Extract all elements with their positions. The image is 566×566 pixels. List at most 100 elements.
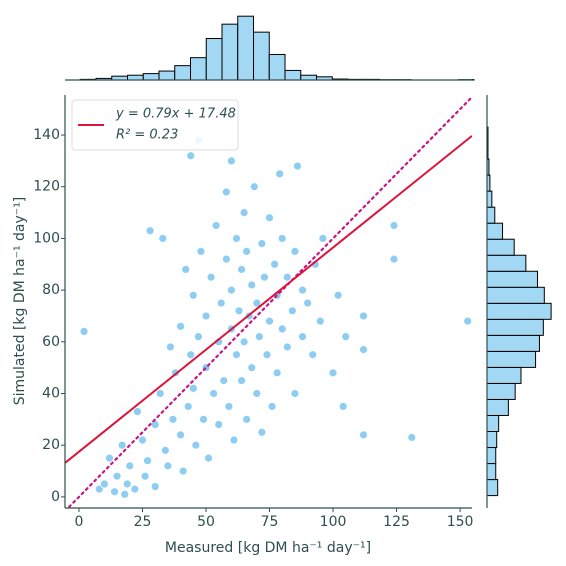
- scatter-point: [201, 311, 211, 321]
- right-hist-bar: [486, 463, 497, 481]
- scatter-point: [341, 332, 351, 342]
- top-hist-bar: [237, 15, 255, 81]
- scatter-point: [298, 285, 307, 295]
- scatter-point: [303, 298, 313, 308]
- scatter-point: [227, 285, 236, 295]
- scatter-point: [242, 246, 252, 256]
- scatter-point: [125, 461, 135, 471]
- scatter-point: [265, 213, 274, 223]
- right-hist-bar: [486, 447, 497, 465]
- x-axis-label: Measured [kg DM ha⁻¹ day⁻¹]: [165, 540, 371, 556]
- scatter-point: [315, 316, 325, 326]
- fit-line: [65, 135, 472, 464]
- scatter-point: [272, 368, 282, 378]
- scatter-point: [196, 246, 206, 256]
- legend-label: R² = 0.23: [116, 128, 178, 143]
- legend-label: y = 0.79x + 17.48: [115, 107, 236, 122]
- x-tick-label: 150: [447, 514, 474, 530]
- right-hist-bar: [486, 286, 545, 304]
- scatter-point: [163, 461, 173, 471]
- right-hist-bar: [486, 479, 499, 497]
- scatter-point: [140, 471, 150, 481]
- scatter-point: [143, 456, 152, 466]
- y-tick-label: 60: [42, 334, 60, 350]
- scatter-point: [407, 433, 417, 442]
- x-tick-label: 25: [134, 514, 152, 530]
- scatter-point: [247, 280, 257, 290]
- scatter-point: [158, 234, 168, 243]
- scatter-point: [267, 402, 277, 411]
- top-hist-bar: [205, 38, 223, 81]
- scatter-point: [257, 239, 267, 249]
- scatter-point: [145, 226, 155, 236]
- scatter-point: [193, 332, 203, 342]
- scatter-point: [232, 350, 241, 360]
- scatter-point: [188, 383, 198, 393]
- right-hist-bar: [486, 238, 515, 256]
- scatter-point: [112, 471, 122, 481]
- scatter-point: [247, 363, 257, 373]
- scatter-point: [275, 169, 285, 179]
- scatter-point: [293, 161, 302, 171]
- top-hist-bar: [268, 53, 286, 81]
- scatter-point: [186, 151, 196, 161]
- scatter-point: [239, 208, 249, 217]
- scatter-point: [168, 414, 178, 424]
- scatter-point: [282, 272, 292, 282]
- scatter-point: [359, 430, 368, 440]
- scatter-point: [333, 290, 343, 300]
- scatter-point: [232, 234, 241, 243]
- scatter-point: [252, 389, 262, 398]
- y-tick-label: 80: [42, 282, 60, 298]
- identity-line: [66, 95, 472, 508]
- right-hist-bar: [486, 398, 509, 416]
- top-hist-bar: [174, 65, 192, 81]
- x-tick-label: 0: [75, 514, 84, 530]
- scatter-point: [389, 254, 399, 264]
- scatter-point: [188, 290, 198, 300]
- scatter-point: [308, 350, 318, 360]
- scatter-point: [262, 350, 272, 360]
- scatter-point: [254, 332, 264, 342]
- top-hist-bar: [126, 74, 144, 81]
- scatter-point: [204, 453, 213, 463]
- scatter-point: [290, 389, 300, 398]
- legend-box: [71, 99, 239, 151]
- scatter-point: [209, 389, 219, 398]
- scatter-point: [117, 440, 127, 450]
- top-hist-bar: [158, 70, 176, 81]
- scatter-point: [191, 440, 201, 450]
- scatter-point: [214, 420, 224, 429]
- right-hist-bar: [486, 366, 522, 384]
- scatter-point: [359, 311, 368, 321]
- top-hist-bar: [300, 74, 318, 81]
- scatter-point: [277, 234, 287, 243]
- scatter-point: [216, 298, 226, 308]
- top-hist-bar: [253, 31, 270, 81]
- scatter-point: [328, 368, 338, 378]
- x-tick-label: 100: [320, 514, 347, 530]
- scatter-point: [186, 350, 196, 360]
- right-hist-bar: [486, 254, 527, 272]
- x-tick-label: 75: [261, 514, 279, 530]
- scatter-point: [237, 265, 246, 274]
- scatter-point: [237, 376, 246, 385]
- scatter-point: [150, 482, 160, 491]
- scatter-point: [105, 453, 114, 463]
- scatter-point: [160, 445, 170, 455]
- y-tick-label: 40: [42, 386, 60, 402]
- right-hist-bar: [486, 270, 539, 288]
- scatter-point: [287, 306, 297, 316]
- right-hist-bar: [486, 414, 500, 432]
- y-tick-label: 100: [33, 230, 60, 246]
- right-hist-bar: [486, 206, 496, 224]
- scatter-point: [79, 327, 89, 336]
- scatter-point: [183, 402, 193, 411]
- scatter-point: [227, 156, 236, 166]
- y-tick-label: 140: [33, 127, 60, 143]
- scatter-point: [257, 427, 267, 437]
- scatter-point: [99, 479, 109, 489]
- scatter-point: [277, 324, 287, 334]
- scatter-point: [155, 389, 165, 398]
